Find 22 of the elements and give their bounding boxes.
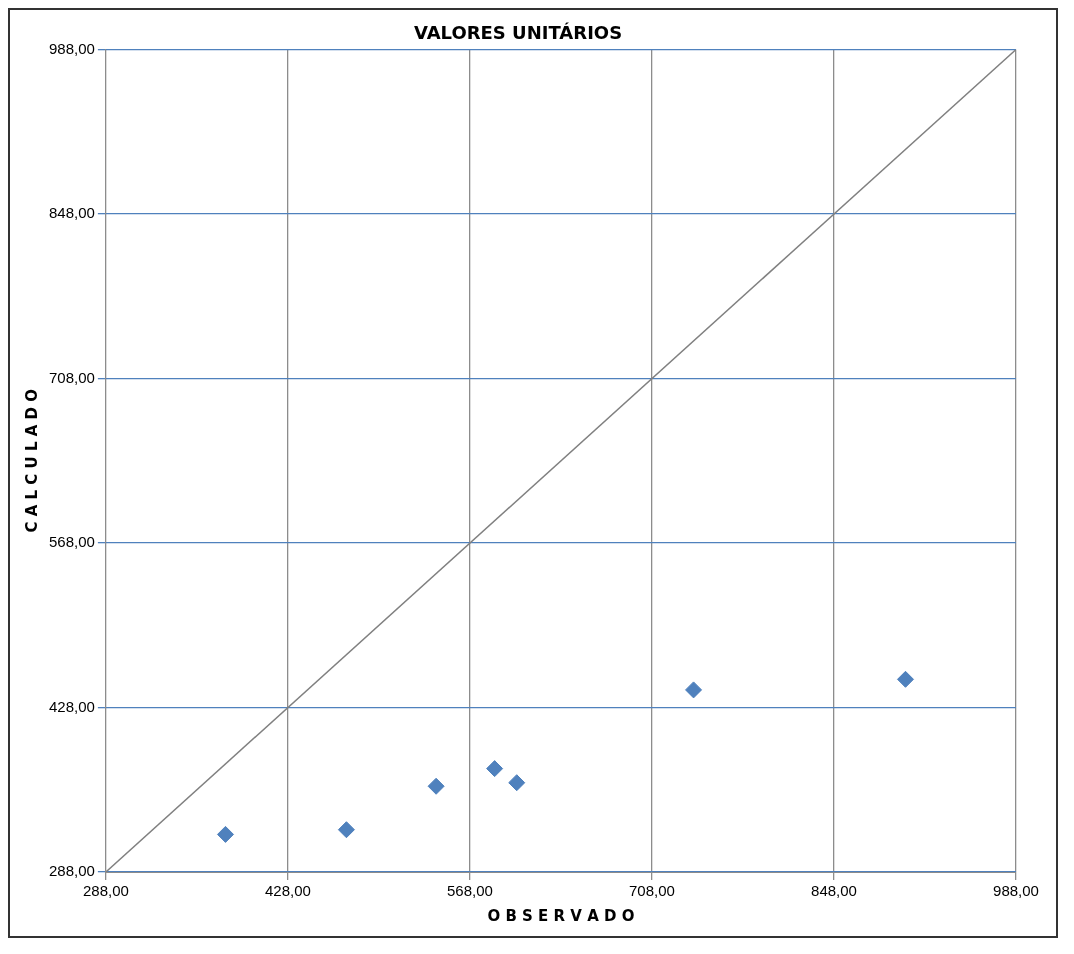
y-tick-label: 568,00 [48,533,95,551]
x-tick-label: 988,00 [993,882,1039,900]
y-axis-title: C A L C U L A D O [22,389,41,533]
point [486,760,504,778]
y-tick-label: 988,00 [48,39,95,57]
y-tick-label: 428,00 [48,697,95,715]
point [427,777,445,795]
x-tick-label: 428,00 [264,882,311,900]
x-tick-label: 568,00 [446,882,493,900]
chart-title: VALORES UNITÁRIOS [413,22,623,44]
point [508,774,526,792]
point [896,670,914,688]
x-tick-label: 708,00 [629,882,675,900]
x-axis-title: O B S E R V A D O [487,906,635,925]
y-tick-label: 848,00 [48,204,95,222]
x-tick-label: 288,00 [82,882,129,900]
y-tick-label: 288,00 [48,862,95,880]
point [685,681,703,699]
point [217,825,234,843]
point [337,821,355,839]
y-tick-label: 708,00 [48,368,95,386]
x-tick-label: 848,00 [811,882,857,900]
